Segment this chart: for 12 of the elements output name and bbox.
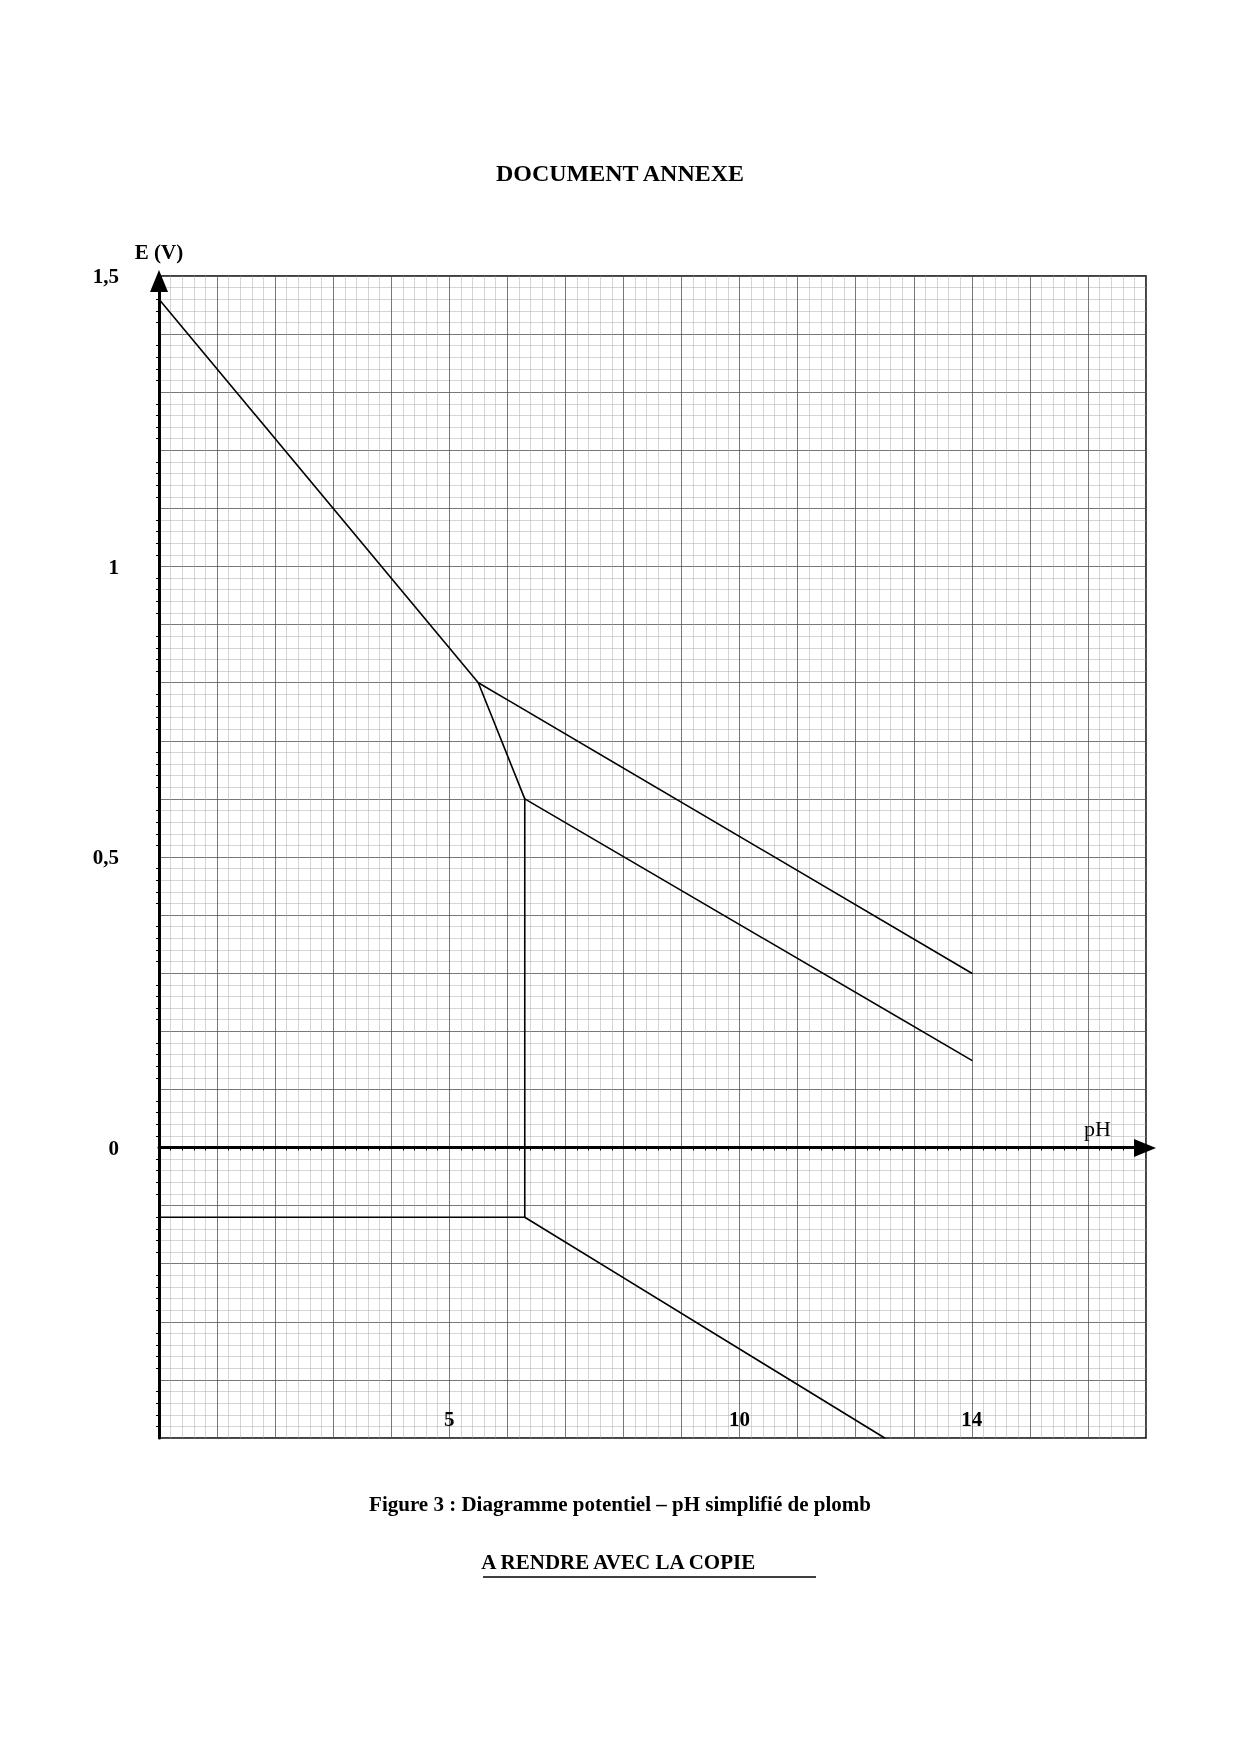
y-tick-label: 1 (108, 554, 119, 579)
chart-title: DOCUMENT ANNEXE (495, 160, 745, 186)
x-tick-label: 5 (444, 1406, 455, 1431)
x-tick-label: 14 (961, 1406, 983, 1431)
y-tick-label: 1,5 (92, 264, 119, 288)
text: A RENDRE AVEC LA COPIE (481, 1549, 756, 1574)
y-tick-label: 0 (108, 1135, 119, 1160)
x-tick-label: 10 (729, 1406, 751, 1431)
caption: Figure 3 : Diagramme potentiel – pH simplifié de plomb (369, 1491, 871, 1516)
x-axis-title: pH (1084, 1116, 1111, 1141)
y-tick-label: 0,5 (92, 845, 119, 869)
y-axis-title: E (V) (134, 239, 184, 264)
